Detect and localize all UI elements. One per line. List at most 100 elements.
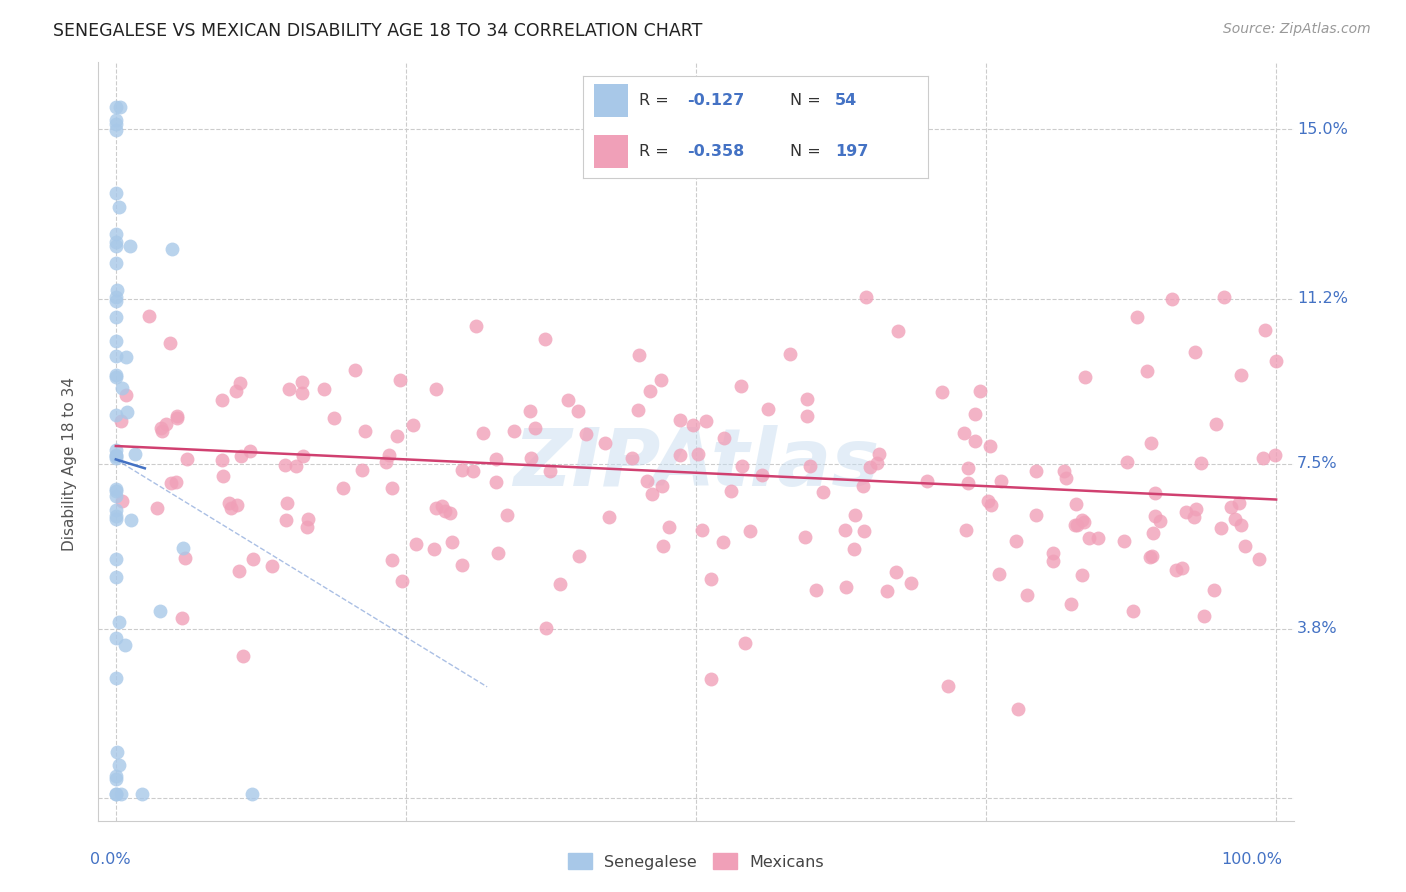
Point bbox=[1194, 609, 1216, 624]
Point bbox=[354, 424, 377, 438]
Point bbox=[502, 424, 524, 438]
Point bbox=[638, 384, 661, 398]
Point bbox=[534, 621, 557, 635]
Point bbox=[1017, 588, 1039, 602]
Point bbox=[104, 408, 127, 422]
Point bbox=[876, 583, 898, 598]
Point bbox=[104, 772, 127, 787]
Point bbox=[1143, 508, 1166, 523]
Point bbox=[323, 411, 346, 425]
Text: 54: 54 bbox=[835, 93, 858, 108]
Point bbox=[1185, 502, 1208, 516]
Point bbox=[285, 459, 308, 474]
Point bbox=[852, 479, 875, 493]
Point bbox=[756, 401, 779, 416]
Text: Source: ZipAtlas.com: Source: ZipAtlas.com bbox=[1223, 22, 1371, 37]
Point bbox=[524, 421, 547, 435]
Point bbox=[651, 479, 673, 493]
Point bbox=[1202, 583, 1225, 598]
Point bbox=[104, 117, 127, 131]
Point bbox=[405, 537, 427, 551]
Point bbox=[471, 426, 494, 441]
Point bbox=[104, 369, 127, 384]
Point bbox=[291, 376, 314, 390]
Point bbox=[520, 451, 543, 466]
Point bbox=[484, 452, 506, 467]
Bar bbox=[593, 84, 628, 117]
Point bbox=[557, 393, 579, 408]
Point bbox=[344, 363, 367, 377]
Point bbox=[104, 672, 127, 686]
Point bbox=[276, 496, 298, 510]
Point bbox=[1166, 563, 1188, 577]
Point bbox=[104, 227, 127, 241]
Point bbox=[700, 572, 723, 586]
Point bbox=[118, 239, 141, 253]
Point bbox=[620, 450, 643, 465]
Point bbox=[211, 392, 233, 407]
Text: 100.0%: 100.0% bbox=[1220, 852, 1282, 867]
Point bbox=[738, 524, 761, 539]
Point bbox=[1064, 497, 1087, 511]
Point bbox=[104, 449, 127, 463]
Point bbox=[105, 283, 128, 297]
Point bbox=[104, 787, 127, 801]
Text: -0.127: -0.127 bbox=[688, 93, 744, 108]
Point bbox=[110, 414, 132, 428]
Point bbox=[402, 418, 425, 433]
Point bbox=[1184, 345, 1206, 359]
Point bbox=[108, 200, 131, 214]
Point bbox=[734, 636, 756, 650]
Point bbox=[1140, 436, 1163, 450]
Point bbox=[1171, 560, 1194, 574]
Point bbox=[425, 501, 447, 516]
Point bbox=[108, 758, 131, 772]
Point bbox=[242, 552, 264, 566]
Point bbox=[104, 503, 127, 517]
Point bbox=[1213, 290, 1236, 304]
Point bbox=[965, 408, 987, 422]
Point bbox=[150, 420, 173, 434]
Point bbox=[538, 465, 561, 479]
Point bbox=[1116, 455, 1139, 469]
Point bbox=[226, 498, 249, 512]
Point bbox=[1229, 496, 1251, 510]
Point bbox=[519, 404, 541, 418]
Point bbox=[104, 442, 127, 457]
Point bbox=[432, 499, 454, 513]
Point bbox=[290, 385, 312, 400]
Text: N =: N = bbox=[790, 145, 827, 160]
Point bbox=[218, 496, 240, 510]
Point bbox=[165, 475, 187, 489]
Point bbox=[115, 350, 138, 364]
Point bbox=[104, 235, 127, 250]
Point bbox=[104, 512, 127, 526]
Point bbox=[1189, 456, 1212, 470]
Point bbox=[1149, 514, 1171, 528]
Legend: Senegalese, Mexicans: Senegalese, Mexicans bbox=[568, 854, 824, 870]
Point bbox=[1007, 702, 1029, 716]
Point bbox=[1114, 533, 1136, 548]
Text: SENEGALESE VS MEXICAN DISABILITY AGE 18 TO 34 CORRELATION CHART: SENEGALESE VS MEXICAN DISABILITY AGE 18 … bbox=[53, 22, 703, 40]
Point bbox=[423, 542, 446, 557]
Point bbox=[1087, 531, 1109, 545]
Point bbox=[1264, 448, 1286, 462]
Point bbox=[731, 458, 754, 473]
Point bbox=[1025, 463, 1047, 477]
Text: ZIPAtlas: ZIPAtlas bbox=[513, 425, 879, 503]
Point bbox=[900, 576, 922, 591]
Point bbox=[953, 426, 976, 441]
Point bbox=[389, 373, 412, 387]
Point bbox=[796, 409, 818, 423]
Point bbox=[176, 451, 198, 466]
Point bbox=[391, 574, 413, 588]
Point bbox=[980, 499, 1002, 513]
Point bbox=[262, 559, 284, 574]
Point bbox=[465, 318, 488, 333]
Point bbox=[699, 673, 721, 687]
Point bbox=[682, 418, 704, 433]
Point bbox=[232, 648, 254, 663]
Text: 15.0%: 15.0% bbox=[1296, 122, 1348, 136]
Point bbox=[374, 455, 396, 469]
Point bbox=[111, 494, 134, 508]
